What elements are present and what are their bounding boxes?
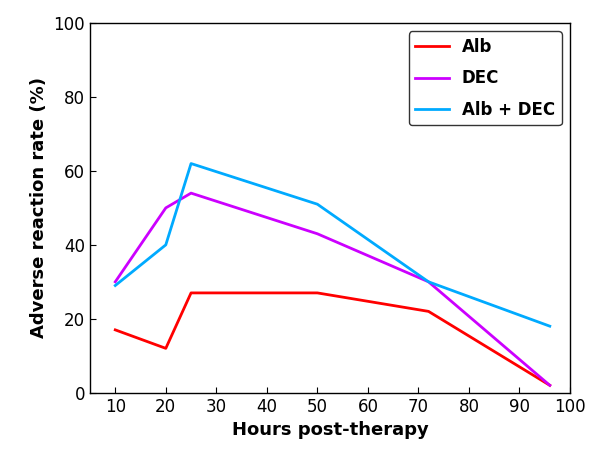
- Alb + DEC: [425, 279, 432, 285]
- DEC: [162, 205, 169, 211]
- Alb: [546, 383, 553, 388]
- DEC: [187, 190, 194, 196]
- DEC: [425, 279, 432, 285]
- Alb: [425, 309, 432, 314]
- Alb + DEC: [314, 201, 321, 207]
- Legend: Alb, DEC, Alb + DEC: Alb, DEC, Alb + DEC: [409, 31, 562, 126]
- DEC: [314, 231, 321, 237]
- Alb: [162, 346, 169, 351]
- Line: Alb: Alb: [115, 293, 550, 385]
- Alb: [112, 327, 119, 333]
- DEC: [546, 383, 553, 388]
- Alb + DEC: [112, 283, 119, 288]
- Alb + DEC: [162, 242, 169, 248]
- Alb: [314, 290, 321, 296]
- Line: DEC: DEC: [115, 193, 550, 385]
- Line: Alb + DEC: Alb + DEC: [115, 164, 550, 326]
- Alb + DEC: [546, 323, 553, 329]
- DEC: [112, 279, 119, 285]
- Alb + DEC: [187, 161, 194, 166]
- Y-axis label: Adverse reaction rate (%): Adverse reaction rate (%): [30, 78, 48, 338]
- X-axis label: Hours post-therapy: Hours post-therapy: [232, 421, 428, 439]
- Alb: [187, 290, 194, 296]
